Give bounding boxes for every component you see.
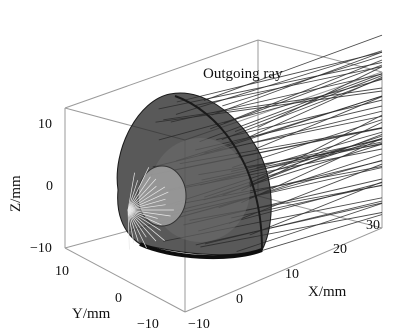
outgoing-ray: [248, 114, 383, 185]
box-edge: [64, 247, 186, 313]
z-axis-label: Z/mm: [8, 175, 24, 212]
source-ray: [127, 209, 157, 242]
x-tick-label: 0: [236, 292, 243, 307]
x-axis-label: X/mm: [308, 284, 347, 300]
y-tick-label: −10: [137, 317, 159, 332]
x-tick-label: 20: [333, 242, 347, 257]
source-ray: [127, 180, 139, 211]
source-ray: [127, 209, 165, 241]
source-ray: [127, 209, 135, 244]
outgoing-ray: [234, 75, 383, 133]
outgoing-ray-label: Outgoing ray: [203, 66, 283, 82]
source-ray: [127, 209, 162, 226]
source-ray-fan: [127, 167, 174, 250]
x-tick-label: 30: [366, 218, 380, 233]
source-ray: [127, 178, 157, 211]
source-ray: [127, 209, 158, 219]
x-tick-label: 10: [285, 267, 299, 282]
y-tick-label: 0: [115, 291, 122, 306]
y-axis-label: Y/mm: [72, 306, 111, 322]
box-edge: [64, 39, 259, 109]
z-tick-label: 10: [38, 117, 52, 132]
source-ray: [127, 185, 157, 211]
source-ray: [127, 209, 139, 242]
source-ray: [127, 186, 166, 211]
source-ray: [127, 209, 147, 238]
source-ray: [127, 176, 151, 211]
z-tick-label: −10: [30, 241, 52, 256]
source-ray: [127, 209, 130, 250]
source-ray: [127, 204, 166, 211]
box-edge: [184, 227, 383, 313]
source-ray: [127, 198, 166, 211]
reflector-rim: [174, 95, 263, 251]
y-tick-label: 10: [55, 264, 69, 279]
source-ray: [127, 209, 161, 231]
source-ray: [127, 172, 135, 211]
outgoing-ray: [258, 214, 383, 252]
parabolic-reflector: [116, 92, 272, 260]
outgoing-ray: [176, 51, 383, 103]
source-ray: [127, 209, 147, 249]
source-ray: [127, 167, 150, 211]
outgoing-ray: [211, 51, 383, 116]
outgoing-ray: [203, 34, 383, 102]
outgoing-ray: [249, 181, 383, 236]
source-ray: [127, 191, 169, 211]
outgoing-ray: [222, 55, 383, 107]
z-tick-label: 0: [46, 179, 53, 194]
x-tick-label: −10: [188, 317, 210, 332]
reflector-lower-lip: [139, 242, 263, 260]
reflector-inner-opening: [137, 165, 187, 227]
source-ray: [127, 209, 171, 217]
box-edge: [257, 195, 383, 229]
outgoing-ray: [254, 96, 383, 150]
outgoing-ray: [221, 78, 383, 141]
outgoing-ray: [223, 59, 383, 124]
